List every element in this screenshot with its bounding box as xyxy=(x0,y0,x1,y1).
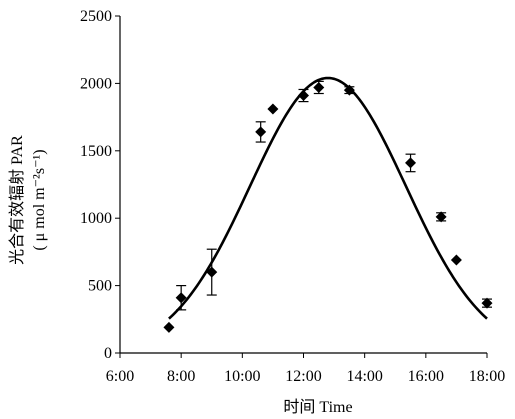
x-ticks: 6:00 8:00 10:00 12:00 14:00 16:00 18:00 xyxy=(106,353,505,385)
x-tick-label: 6:00 xyxy=(106,368,134,385)
data-point xyxy=(481,297,493,309)
data-point xyxy=(405,157,417,169)
y-tick-label: 0 xyxy=(104,345,112,362)
y-tick-label: 1500 xyxy=(80,143,112,160)
data-point xyxy=(175,292,187,304)
y-tick-label: 500 xyxy=(88,278,112,295)
x-tick-label: 14:00 xyxy=(346,368,382,385)
x-tick-label: 8:00 xyxy=(167,368,195,385)
x-tick-label: 18:00 xyxy=(469,368,505,385)
y-axis-title-line1: 光合有效辐射 PAR xyxy=(8,135,26,265)
y-axis-title-line2: ( μ mol m⁻²s⁻¹) xyxy=(31,149,48,250)
data-point xyxy=(343,84,355,96)
data-markers xyxy=(163,81,493,333)
x-tick-label: 10:00 xyxy=(224,368,260,385)
error-bars xyxy=(176,80,492,311)
data-point xyxy=(450,254,462,266)
x-axis: 6:00 8:00 10:00 12:00 14:00 16:00 18:00 xyxy=(106,352,505,385)
data-point xyxy=(163,321,175,333)
y-axis: 0 500 1000 1500 2000 2500 xyxy=(80,8,121,362)
y-tick-label: 2000 xyxy=(80,75,112,92)
data-point xyxy=(298,90,309,102)
fit-curve xyxy=(168,76,488,320)
x-axis-title: 时间 Time xyxy=(283,398,352,416)
data-point xyxy=(255,126,267,138)
y-ticks: 0 500 1000 1500 2000 2500 xyxy=(80,8,120,362)
data-point xyxy=(267,103,279,115)
data-point xyxy=(435,211,447,223)
x-tick-label: 16:00 xyxy=(408,368,444,385)
data-point xyxy=(206,266,218,278)
data-point xyxy=(313,81,325,93)
x-tick-label: 12:00 xyxy=(285,368,321,385)
y-tick-label: 2500 xyxy=(80,8,112,25)
y-tick-label: 1000 xyxy=(80,210,112,227)
